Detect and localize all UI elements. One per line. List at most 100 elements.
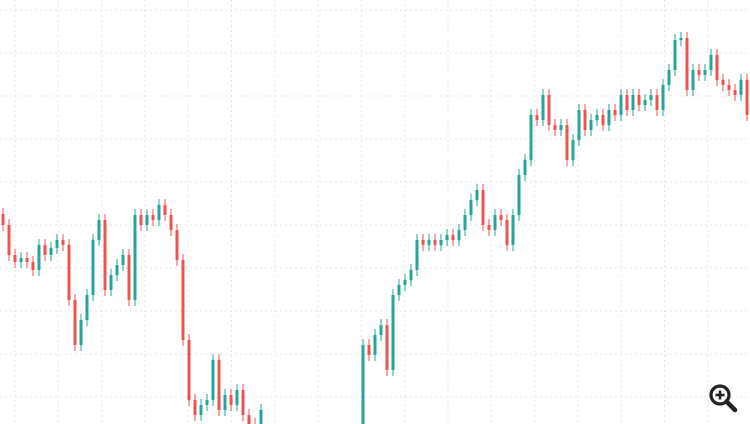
candle-body [565, 125, 569, 160]
candle-body [451, 235, 455, 240]
candle-body [121, 255, 125, 265]
candle-body [655, 95, 659, 110]
candle-body [181, 260, 185, 340]
candle-body [61, 240, 65, 245]
candle-body [667, 70, 671, 85]
candle-body [595, 115, 599, 120]
candle-body [145, 215, 149, 225]
candle-body [685, 38, 689, 90]
candle-body [415, 240, 419, 270]
candle-body [733, 90, 737, 95]
candle-body [67, 245, 71, 300]
candle-body [445, 235, 449, 240]
candle-body [127, 255, 131, 300]
candle-body [199, 405, 203, 415]
candle-body [403, 280, 407, 285]
candle-body [619, 95, 623, 115]
candle-body [541, 95, 545, 120]
candle-body [421, 240, 425, 245]
candle-body [49, 248, 53, 255]
candle-body [151, 215, 155, 220]
candle-body [709, 55, 713, 70]
candle-body [187, 340, 191, 400]
candle-body [547, 95, 551, 125]
candle-body [7, 225, 11, 255]
candle-body [391, 295, 395, 370]
candle-body [19, 258, 23, 262]
candle-body [475, 190, 479, 200]
candle-body [13, 255, 17, 262]
candle-body [229, 395, 233, 405]
candle-body [25, 258, 29, 262]
candle-body [487, 225, 491, 230]
candle-body [427, 240, 431, 245]
candle-body [43, 245, 47, 255]
candle-body [529, 115, 533, 160]
candle-body [397, 285, 401, 295]
candle-body [457, 230, 461, 240]
candle-body [679, 38, 683, 40]
candle-body [571, 140, 575, 160]
candle-body [637, 95, 641, 105]
candle-body [361, 345, 365, 424]
candle-body [523, 160, 527, 175]
candle-body [433, 240, 437, 245]
candle-body [1, 214, 5, 225]
candle-body [223, 395, 227, 410]
candle-body [691, 70, 695, 90]
candle-body [373, 335, 377, 355]
candle-body [721, 80, 725, 85]
candle-body [631, 95, 635, 110]
candle-body [463, 215, 467, 230]
candle-body [703, 70, 707, 75]
candle-body [559, 125, 563, 130]
candle-body [163, 205, 167, 215]
candle-body [109, 275, 113, 290]
candle-body [241, 390, 245, 415]
candle-body [499, 215, 503, 220]
candle-body [673, 40, 677, 70]
candle-body [103, 220, 107, 290]
candle-body [139, 215, 143, 225]
candle-body [727, 85, 731, 90]
candle-body [175, 230, 179, 260]
candle-body [697, 70, 701, 75]
candle-body [553, 125, 557, 130]
candle-body [493, 215, 497, 230]
candle-body [517, 175, 521, 215]
candle-body [439, 240, 443, 245]
candle-body [31, 262, 35, 270]
candle-body [217, 360, 221, 410]
candle-body [601, 115, 605, 125]
candle-body [583, 110, 587, 130]
zoom-lens [709, 384, 731, 406]
candle-body [259, 410, 263, 424]
candle-body [379, 325, 383, 335]
candle-body [157, 205, 161, 220]
candle-body [481, 190, 485, 225]
zoom-button[interactable] [706, 381, 740, 415]
candle-body [133, 215, 137, 300]
candle-body [385, 325, 389, 370]
candle-body [739, 80, 743, 95]
candle-body [505, 220, 509, 245]
candle-body [745, 80, 749, 115]
candle-body [37, 245, 41, 270]
candle-body [91, 240, 95, 295]
candle-body [613, 110, 617, 115]
candle-body [607, 110, 611, 125]
candle-body [643, 100, 647, 105]
candle-body [649, 95, 653, 100]
candle-body [577, 110, 581, 140]
candle-body [589, 120, 593, 130]
candle-body [247, 415, 251, 424]
candle-body [535, 115, 539, 120]
candle-body [469, 200, 473, 215]
candle-body [85, 295, 89, 320]
candle-body [661, 85, 665, 110]
candle-body [211, 360, 215, 400]
candle-body [193, 400, 197, 415]
